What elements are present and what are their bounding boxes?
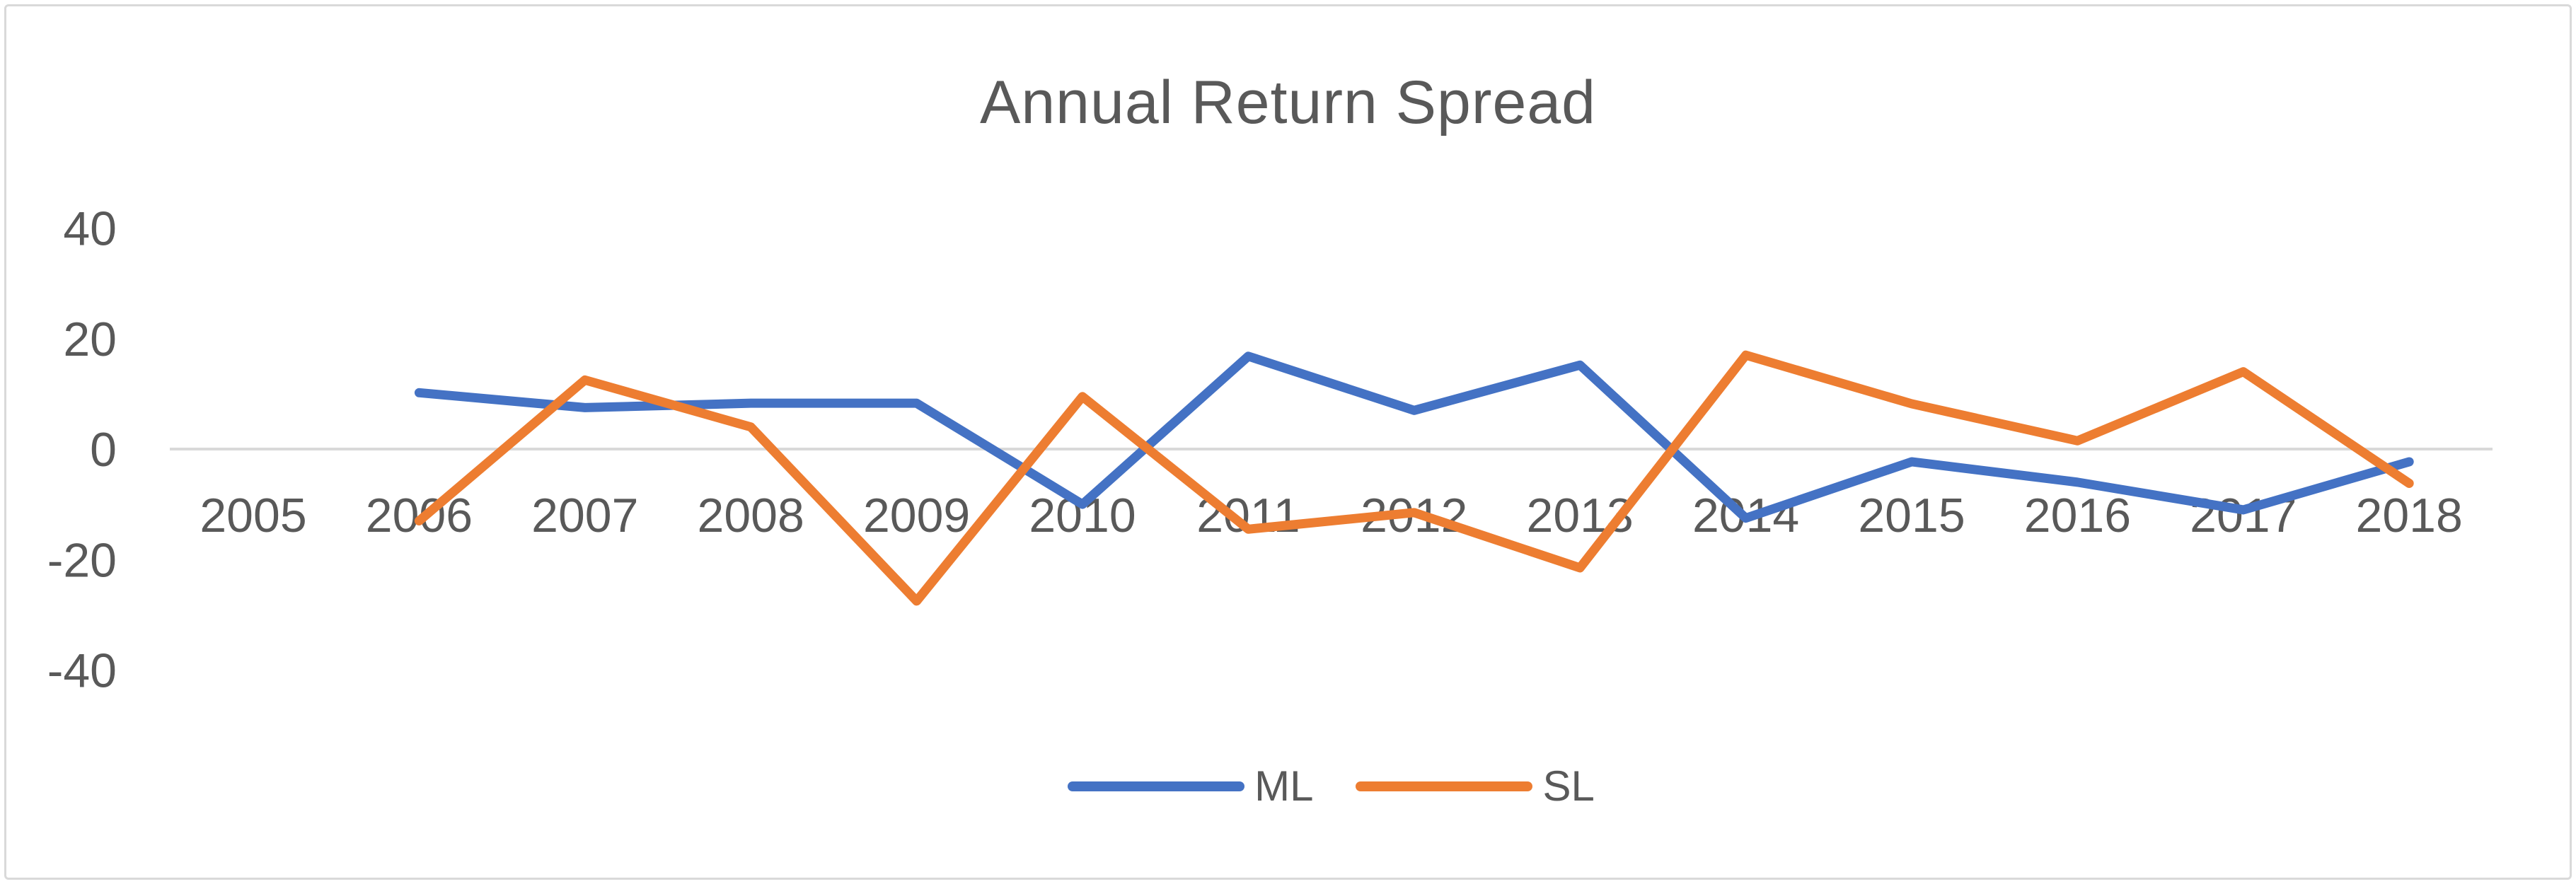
legend-label-sl: SL — [1542, 762, 1595, 810]
chart-title: Annual Return Spread — [979, 69, 1596, 136]
y-axis-tick-label: 40 — [63, 202, 117, 256]
y-axis-tick-label: -20 — [47, 533, 117, 587]
y-axis-tick-label: 20 — [63, 313, 117, 366]
x-axis-tick-label: 2008 — [698, 489, 804, 542]
legend-item-ml: ML — [1068, 765, 1313, 808]
sl-series-line-icon — [1356, 781, 1533, 791]
x-axis-tick-label: 2015 — [1858, 489, 1965, 542]
x-axis-tick-label: 2018 — [2356, 489, 2463, 542]
x-axis-tick-label: 2005 — [200, 489, 306, 542]
sl-series-line — [414, 350, 2414, 606]
legend-item-sl: SL — [1356, 762, 1595, 810]
x-axis-tick-label: 2009 — [863, 489, 970, 542]
legend-label-ml: ML — [1254, 762, 1314, 810]
x-axis-tick-label: 2016 — [2024, 489, 2131, 542]
y-axis-tick-label: -40 — [47, 644, 117, 698]
x-axis-tick-label: 2007 — [531, 489, 638, 542]
ml-series-line-icon — [1068, 781, 1245, 791]
chart-legend: ML SL — [170, 765, 2493, 808]
ml-series-line — [414, 351, 2414, 523]
y-axis-tick-label: 0 — [90, 423, 117, 477]
x-axis-tick-label: 2010 — [1029, 489, 1136, 542]
